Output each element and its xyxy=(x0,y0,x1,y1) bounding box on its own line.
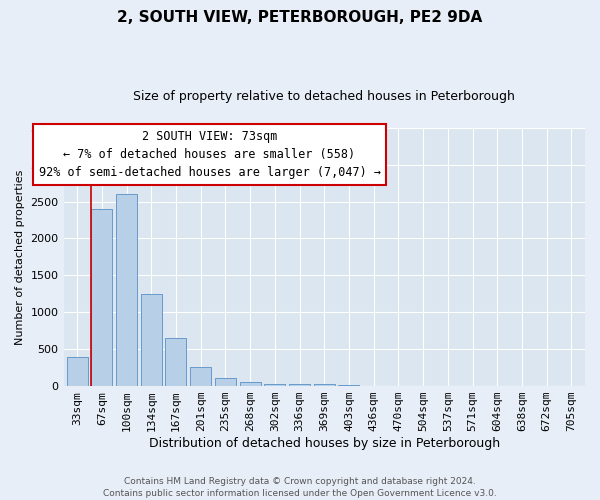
Bar xyxy=(314,384,335,386)
X-axis label: Distribution of detached houses by size in Peterborough: Distribution of detached houses by size … xyxy=(149,437,500,450)
Bar xyxy=(215,378,236,386)
Bar xyxy=(338,384,359,386)
Text: 2, SOUTH VIEW, PETERBOROUGH, PE2 9DA: 2, SOUTH VIEW, PETERBOROUGH, PE2 9DA xyxy=(118,10,482,25)
Bar xyxy=(116,194,137,386)
Bar xyxy=(190,367,211,386)
Bar xyxy=(239,382,260,386)
Bar xyxy=(91,209,112,386)
Bar xyxy=(289,384,310,386)
Bar xyxy=(67,356,88,386)
Bar xyxy=(166,338,187,386)
Y-axis label: Number of detached properties: Number of detached properties xyxy=(15,169,25,344)
Text: 2 SOUTH VIEW: 73sqm
← 7% of detached houses are smaller (558)
92% of semi-detach: 2 SOUTH VIEW: 73sqm ← 7% of detached hou… xyxy=(38,130,380,180)
Bar xyxy=(265,384,286,386)
Bar xyxy=(141,294,162,386)
Title: Size of property relative to detached houses in Peterborough: Size of property relative to detached ho… xyxy=(133,90,515,103)
Text: Contains HM Land Registry data © Crown copyright and database right 2024.
Contai: Contains HM Land Registry data © Crown c… xyxy=(103,476,497,498)
